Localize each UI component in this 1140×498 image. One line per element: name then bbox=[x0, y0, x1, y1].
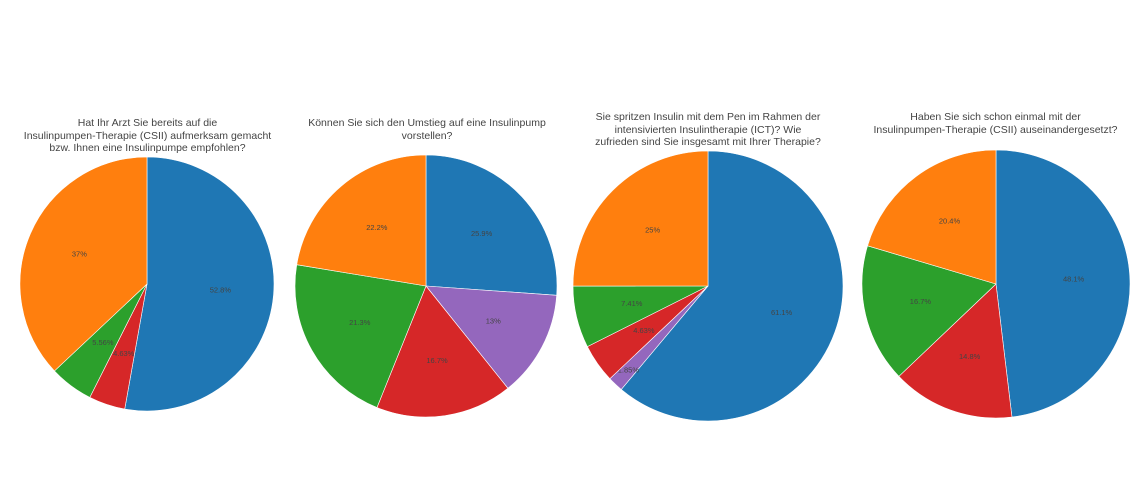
pie-slice bbox=[867, 149, 997, 285]
chart-title-line: Können Sie sich den Umstieg auf eine Ins… bbox=[308, 117, 546, 129]
pie-chart-panel-1: Hat Ihr Arzt Sie bereits auf die Insulin… bbox=[19, 0, 275, 498]
slice-label: 21.3% bbox=[349, 318, 371, 327]
slice-label: 20.4% bbox=[939, 217, 961, 226]
slice-label: 37% bbox=[72, 250, 87, 259]
pie-slice bbox=[376, 285, 509, 418]
slice-label: 7.41% bbox=[621, 299, 643, 308]
slice-label: 5.56% bbox=[92, 338, 114, 347]
pie-slice bbox=[124, 156, 275, 412]
chart-title: Können Sie sich den Umstieg auf eine Ins… bbox=[296, 117, 558, 142]
pie-slice bbox=[898, 283, 1013, 419]
pie-chart-panel-2: Können Sie sich den Umstieg auf eine Ins… bbox=[294, 0, 558, 498]
chart-title-line: Haben Sie sich schon einmal mit der bbox=[910, 111, 1081, 123]
pie-slice bbox=[572, 150, 709, 287]
chart-title-line: vorstellen? bbox=[401, 129, 453, 142]
chart-title: Hat Ihr Arzt Sie bereits auf die Insulin… bbox=[20, 117, 275, 155]
slice-label: 25.9% bbox=[471, 229, 493, 238]
slice-label: 61.1% bbox=[771, 308, 793, 317]
slice-label: 25% bbox=[645, 226, 660, 235]
pie-slice bbox=[620, 150, 844, 422]
chart-title-line: zufrieden sind Sie insgesamt mit Ihrer T… bbox=[595, 136, 821, 148]
pie-svg: 61.1% 1.85% 4.63% 7.41% 25% bbox=[572, 150, 844, 422]
pie-svg: 48.1% 14.8% 16.7% 20.4% bbox=[861, 149, 1131, 419]
chart-title-line: Hat Ihr Arzt Sie bereits auf die bbox=[77, 117, 218, 129]
slice-label: 4.63% bbox=[113, 349, 135, 358]
slice-label: 4.63% bbox=[633, 326, 655, 335]
pie-slice bbox=[294, 264, 427, 408]
pie-slice bbox=[19, 156, 148, 372]
slice-label: 52.8% bbox=[210, 285, 232, 294]
pie-slice bbox=[425, 285, 557, 389]
chart-title: Haben Sie sich schon einmal mit der Insu… bbox=[858, 111, 1133, 136]
slice-label: 48.1% bbox=[1063, 274, 1085, 283]
slice-label: 1.85% bbox=[618, 365, 640, 374]
slice-label: 22.2% bbox=[366, 223, 388, 232]
pie-svg: 25.9% 13% 16.7% 21.3% 22.2% bbox=[294, 154, 558, 418]
slice-label: 16.7% bbox=[426, 356, 448, 365]
slice-label: 13% bbox=[486, 316, 501, 325]
slice-label: 14.8% bbox=[959, 352, 981, 361]
chart-title-line: intensivierten Insulintherapie (ICT)? Wi… bbox=[614, 123, 802, 136]
chart-title-line: Insulinpumpen-Therapie (CSII) aufmerksam… bbox=[23, 129, 272, 142]
chart-title-line: bzw. Ihnen eine Insulinpumpe empfohlen? bbox=[49, 142, 246, 154]
pie-svg: 52.8% 4.63% 5.56% 37% bbox=[19, 156, 275, 412]
slice-label: 16.7% bbox=[910, 297, 932, 306]
chart-title: Sie spritzen Insulin mit dem Pen im Rahm… bbox=[572, 111, 844, 149]
pie-slice bbox=[425, 154, 558, 296]
pie-slice bbox=[296, 154, 427, 287]
pie-chart-panel-4: Haben Sie sich schon einmal mit der Insu… bbox=[858, 0, 1133, 498]
pie-slice bbox=[861, 245, 997, 377]
pie-slice bbox=[995, 149, 1131, 418]
pie-chart-panel-3: Sie spritzen Insulin mit dem Pen im Rahm… bbox=[572, 0, 844, 498]
chart-title-line: Insulinpumpen-Therapie (CSII) auseinande… bbox=[873, 123, 1118, 136]
chart-title-line: Sie spritzen Insulin mit dem Pen im Rahm… bbox=[595, 111, 821, 123]
